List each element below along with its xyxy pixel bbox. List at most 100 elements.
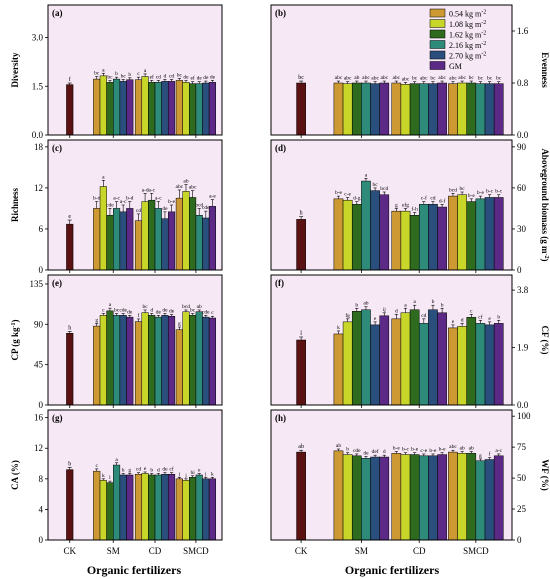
- legend-swatch-GM: [429, 61, 446, 70]
- bar-SM-0.54: [93, 78, 101, 136]
- sig-letter-SMCD-1.62: abc: [189, 185, 197, 191]
- sig-letter-SMCD-GM: b-c: [495, 189, 503, 195]
- bar-SM-GM: [379, 315, 390, 406]
- bar-SM-1.62: [106, 82, 114, 136]
- sig-letter-SMCD-2.16: ab: [197, 304, 202, 310]
- y-tick-label: 8: [39, 474, 44, 484]
- bar-SMCD-2.70: [202, 478, 210, 541]
- bar-CK: [296, 339, 306, 406]
- bar-CK: [296, 82, 306, 136]
- sig-letter-SM-2.70: bc: [121, 73, 127, 79]
- bar-CD-1.08: [400, 84, 411, 136]
- y-tick-label: 100: [517, 411, 531, 421]
- bar-SM-2.70: [370, 456, 380, 541]
- sig-letter-SM-1.08: abc: [344, 76, 352, 82]
- sig-letter-CD-1.62: b-e: [411, 447, 419, 453]
- x-tick-label-SMCD: SMCD: [463, 546, 489, 556]
- bar-SM-GM: [126, 208, 134, 271]
- sig-letter-CD-GM: b-e: [439, 447, 447, 453]
- y-tick-label: 30: [517, 224, 527, 234]
- sig-letter-CD-2.16: cd: [421, 313, 426, 319]
- sig-letter-CD-0.54: abc: [392, 75, 400, 81]
- x-axis-title-right: Organic fertilizers: [345, 563, 440, 577]
- bar-SMCD-0.54: [448, 83, 458, 136]
- y-tick-label: 0: [39, 400, 44, 410]
- bar-SM-0.54: [93, 470, 101, 541]
- sig-letter-SMCD-1.62: hi: [190, 470, 195, 476]
- sig-letter-SM-2.70: def: [372, 448, 379, 455]
- sig-letter-CD-1.62: bc: [412, 76, 418, 82]
- bar-SMCD-2.16: [195, 215, 203, 271]
- y-tick-label: 3.0: [32, 33, 44, 43]
- bar-SM-1.08: [342, 83, 353, 136]
- sig-letter-SM-1.08: a: [102, 174, 105, 180]
- sig-letter-SM-1.08: k: [102, 473, 105, 479]
- sig-letter-CD-2.70: d: [164, 73, 167, 79]
- bar-SM-1.08: [99, 75, 107, 136]
- sig-letter-CK: h: [300, 211, 303, 217]
- sig-letter-SM-2.70: cde: [119, 308, 127, 314]
- y-tick-label: 12: [34, 183, 43, 193]
- bar-SM-2.70: [370, 83, 380, 136]
- bar-SMCD-1.62: [466, 317, 477, 406]
- bar-CD-1.62: [409, 454, 420, 541]
- bar-SM-2.70: [119, 315, 127, 406]
- legend-label-GM: GM: [449, 62, 462, 71]
- sig-letter-CD-1.08: efg: [402, 201, 409, 208]
- bar-SM-1.08: [99, 186, 107, 271]
- sig-letter-CD-0.54: c: [137, 71, 140, 77]
- bar-SM-GM: [126, 316, 134, 406]
- sig-letter-CD-2.16: d: [157, 467, 160, 473]
- bar-SMCD-2.70: [484, 83, 495, 136]
- sig-letter-SM-1.62: cde: [106, 202, 114, 208]
- sig-letter-CD-1.62: b: [150, 467, 153, 473]
- sig-letter-SM-GM: d: [383, 449, 386, 455]
- bar-SM-0.54: [333, 198, 344, 271]
- sig-letter-CD-2.70: de: [162, 308, 168, 314]
- y-axis-label: Diversity: [10, 52, 20, 87]
- x-tick-label-SM: SM: [107, 546, 120, 556]
- sig-letter-CD-2.70: b: [432, 299, 435, 305]
- bar-SMCD-2.16: [195, 83, 203, 136]
- bar-CD-2.16: [154, 316, 162, 406]
- y-tick-label: 16: [34, 413, 44, 423]
- sig-letter-CD-GM: abc: [438, 75, 446, 81]
- bar-CD-1.62: [409, 309, 420, 406]
- y-tick-label: 90: [34, 319, 44, 329]
- bar-SM-GM: [379, 194, 390, 271]
- sig-letter-SMCD-0.54: g: [178, 321, 181, 327]
- sig-letter-CD-1.62: d: [150, 308, 153, 314]
- y-tick-label: 0.0: [32, 130, 44, 140]
- sig-letter-SM-1.62: cde: [353, 448, 361, 454]
- sig-letter-SMCD-GM: bc: [496, 76, 502, 82]
- y-tick-label: 25: [517, 504, 527, 514]
- bar-CD-GM: [437, 206, 447, 271]
- y-tick-label: 0.8: [517, 78, 529, 88]
- bar-SM-GM: [379, 82, 390, 136]
- bar-SM-2.70: [370, 324, 380, 406]
- sig-letter-SM-0.54: b-e: [335, 190, 343, 196]
- bar-SMCD-0.54: [448, 327, 458, 406]
- y-tick-label: 135: [30, 279, 44, 289]
- sig-letter-CD-GM: b: [441, 302, 444, 308]
- bar-SMCD-2.70: [202, 316, 210, 406]
- sig-letter-SM-0.54: b-d: [93, 196, 101, 202]
- bar-CD-2.70: [161, 81, 169, 136]
- bar-SMCD-1.62: [189, 83, 197, 136]
- sig-letter-SMCD-1.62: bc: [190, 308, 196, 314]
- bar-CD-GM: [167, 473, 176, 541]
- bar-SM-2.70: [119, 211, 127, 271]
- sig-letter-SM-2.70: abc: [371, 76, 379, 82]
- sig-letter-SM-GM: b: [128, 72, 131, 78]
- y-tick-label: 1.9: [517, 343, 529, 353]
- sig-letter-SM-2.16: b: [115, 71, 118, 77]
- sig-letter-SM-0.54: bc: [94, 71, 100, 77]
- bar-SMCD-2.70: [484, 324, 495, 406]
- bar-SM-1.62: [351, 311, 362, 406]
- sig-letter-SM-2.16: ab: [363, 301, 368, 307]
- bar-SM-1.08: [342, 321, 353, 406]
- sig-letter-SMCD-1.08: ab: [460, 445, 465, 451]
- panel-label: (a): [52, 8, 63, 18]
